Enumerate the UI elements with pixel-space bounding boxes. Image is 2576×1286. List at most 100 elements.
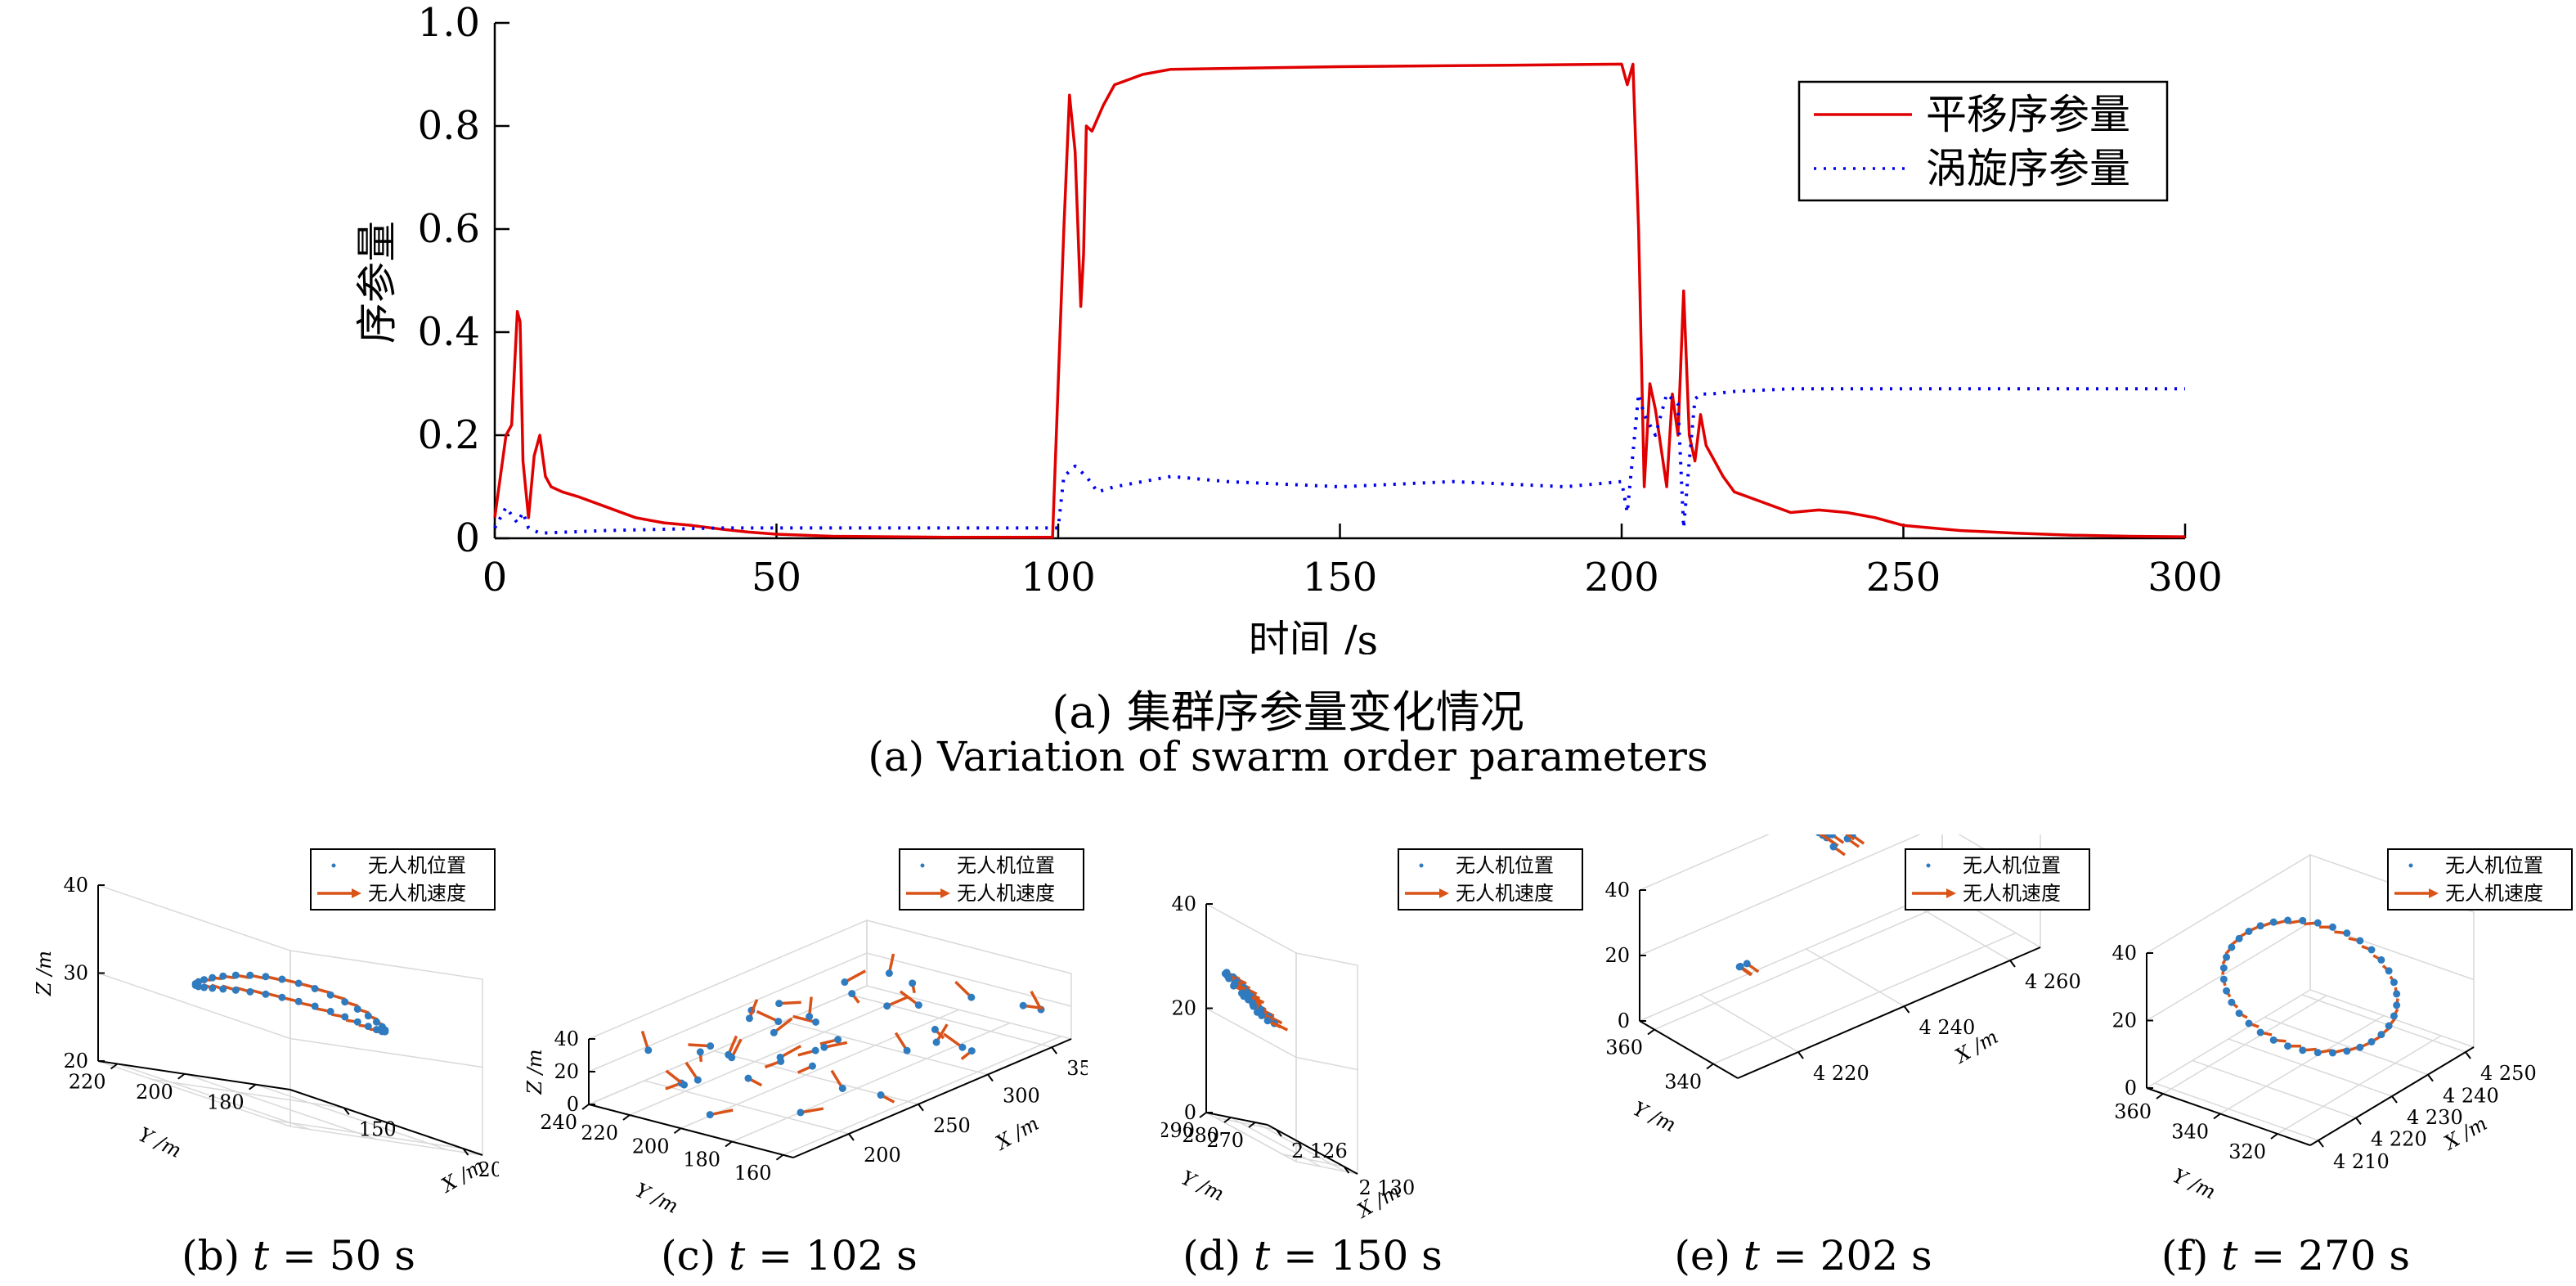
x-tick-label: 300 bbox=[2147, 555, 2223, 600]
floor-grid-line bbox=[588, 985, 868, 1105]
drone-position-point bbox=[696, 1048, 704, 1056]
y-tick-label: 280 bbox=[1182, 1124, 1219, 1147]
y-tick-label: 360 bbox=[2114, 1100, 2152, 1123]
x-tick bbox=[848, 1133, 855, 1141]
drone-position-point bbox=[262, 973, 270, 981]
drone-position-point bbox=[1736, 962, 1744, 970]
caption-a-english: (a) Variation of swarm order parameters bbox=[868, 733, 1708, 780]
x-tick-label: 200 bbox=[864, 1144, 901, 1167]
legend-label: 无人机速度 bbox=[1963, 882, 2061, 905]
translation-order-line bbox=[493, 62, 2186, 539]
x-tick-label: 250 bbox=[933, 1114, 971, 1137]
y-tick bbox=[1199, 1112, 1207, 1118]
drone-position-point bbox=[2356, 937, 2364, 945]
drone-position-point bbox=[806, 1013, 814, 1021]
floor-grid-line bbox=[1205, 1112, 1297, 1162]
drone-position-point bbox=[820, 1043, 828, 1051]
drone-position-point bbox=[353, 1005, 361, 1013]
z-tick-label: 0 bbox=[1184, 1101, 1196, 1124]
y-tick-label: 0.6 bbox=[418, 206, 480, 252]
z-tick-label: 20 bbox=[554, 1060, 579, 1083]
caption-f: (f) t = 270 s bbox=[2161, 1232, 2411, 1279]
drone-position-point bbox=[2328, 1049, 2336, 1057]
x-tick-label: 200 bbox=[1584, 555, 1659, 600]
x-tick-label: 4 210 bbox=[2333, 1150, 2390, 1173]
back-pane bbox=[2309, 853, 2475, 1049]
drone-position-point bbox=[745, 1014, 753, 1023]
y-tick-label: 160 bbox=[734, 1162, 772, 1185]
floor-grid-line bbox=[117, 1063, 310, 1131]
velocity-arrow bbox=[779, 1000, 801, 1005]
y-tick bbox=[2213, 1113, 2221, 1120]
y-tick bbox=[249, 1083, 257, 1090]
y-tick-label: 180 bbox=[207, 1091, 245, 1114]
y-tick bbox=[725, 1140, 733, 1148]
z-tick-label: 30 bbox=[63, 962, 88, 985]
y-tick-label: 340 bbox=[2171, 1121, 2209, 1144]
legend-swatch bbox=[331, 863, 336, 868]
drone-position-point bbox=[932, 1038, 940, 1046]
x-tick-label: 4 240 bbox=[1919, 1016, 1976, 1039]
x-tick-label: 2 130 bbox=[1359, 1176, 1416, 1199]
x-tick bbox=[1797, 1051, 1804, 1059]
drone-position-point bbox=[693, 1076, 702, 1084]
y-tick bbox=[1248, 1122, 1256, 1128]
vortex-order-line bbox=[493, 387, 2185, 535]
floor-grid-line bbox=[1806, 948, 1905, 1007]
drone-position-point bbox=[1829, 843, 1838, 851]
legend-box bbox=[1797, 80, 2169, 202]
drone-position-point bbox=[1263, 1017, 1272, 1025]
drone-position-point bbox=[2299, 1046, 2307, 1054]
drone-position-point bbox=[2284, 1042, 2292, 1050]
z-tick-label: 0 bbox=[567, 1093, 579, 1116]
velocity-arrow bbox=[886, 995, 910, 1008]
drone-position-point bbox=[2356, 1043, 2364, 1051]
drone-position-point bbox=[744, 1074, 752, 1082]
drone-position-point bbox=[2223, 987, 2231, 995]
x-tick-label: 2 126 bbox=[1291, 1140, 1348, 1162]
legend-label: 无人机位置 bbox=[957, 854, 1055, 877]
drone-position-point bbox=[2367, 1038, 2376, 1045]
drone-position-point bbox=[812, 1018, 820, 1026]
drone-position-point bbox=[209, 973, 217, 982]
velocity-arrow bbox=[954, 980, 973, 999]
drone-position-point bbox=[2385, 967, 2393, 975]
drone-position-point bbox=[967, 1047, 976, 1055]
y-tick-label: 1.0 bbox=[418, 0, 480, 46]
y-tick-label: 270 bbox=[1206, 1129, 1244, 1152]
drone-position-point bbox=[2223, 953, 2231, 961]
y-tick-label: 220 bbox=[581, 1122, 618, 1144]
drone-position-point bbox=[2367, 946, 2376, 954]
drone-position-point bbox=[644, 1046, 653, 1054]
drone-position-point bbox=[909, 979, 917, 987]
drone-position-point bbox=[680, 1081, 689, 1089]
drone-position-point bbox=[195, 978, 203, 986]
drone-position-point bbox=[278, 975, 286, 983]
y-tick-label: 320 bbox=[2228, 1140, 2266, 1163]
x-axis-label: X /m bbox=[436, 1154, 488, 1198]
drone-position-point bbox=[776, 1053, 784, 1061]
x-axis-line bbox=[792, 1038, 1072, 1158]
velocity-arrow bbox=[773, 1017, 793, 1034]
drone-position-point bbox=[1230, 982, 1238, 990]
drone-position-point bbox=[811, 1046, 819, 1054]
z-tick-label: 20 bbox=[1171, 997, 1196, 1020]
x-tick bbox=[1343, 1166, 1350, 1174]
drone-position-point bbox=[931, 1025, 939, 1033]
drone-position-point bbox=[219, 972, 227, 980]
legend-label: 无人机位置 bbox=[2445, 854, 2543, 877]
legend-label: 涡旋序参量 bbox=[1926, 145, 2130, 192]
drone-position-point bbox=[372, 1018, 380, 1026]
legend-box bbox=[310, 848, 496, 911]
x-tick-label: 200 bbox=[478, 1158, 500, 1181]
y-axis-label: Y /m bbox=[1629, 1097, 1679, 1136]
drone-position-point bbox=[2299, 916, 2307, 924]
grid-line bbox=[588, 952, 1072, 1072]
z-tick-label: 20 bbox=[63, 1050, 88, 1072]
drone-position-point bbox=[2343, 929, 2351, 938]
z-tick-label: 40 bbox=[554, 1027, 579, 1050]
legend-arrowhead bbox=[1439, 888, 1449, 898]
x-tick bbox=[2318, 1140, 2324, 1148]
z-axis-label: Z /m bbox=[523, 1049, 546, 1095]
